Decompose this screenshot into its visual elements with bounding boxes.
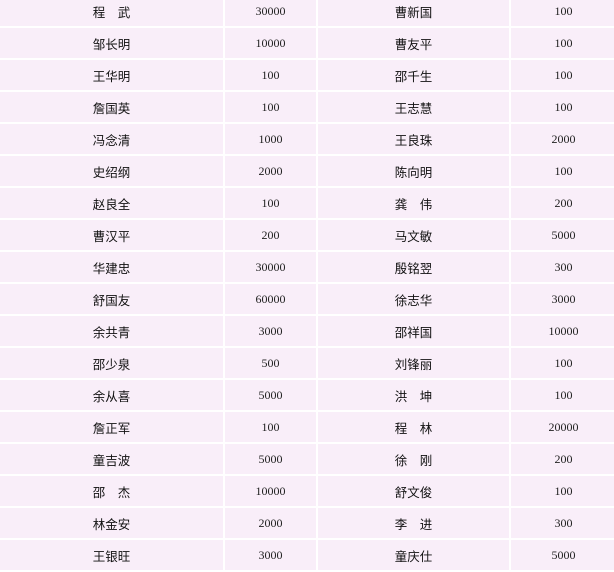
donor-name: 余从喜 xyxy=(0,380,223,410)
donor-name: 曹汉平 xyxy=(0,220,223,250)
donor-name: 洪 坤 xyxy=(318,380,509,410)
donor-name: 赵良全 xyxy=(0,188,223,218)
donor-name: 童吉波 xyxy=(0,444,223,474)
donation-amount: 100 xyxy=(225,188,316,218)
donor-name: 舒文俊 xyxy=(318,476,509,506)
donation-amount: 20000 xyxy=(511,412,614,442)
donation-amount: 100 xyxy=(225,60,316,90)
donation-amount: 3000 xyxy=(511,284,614,314)
donation-amount: 200 xyxy=(225,220,316,250)
donor-name: 邵千生 xyxy=(318,60,509,90)
donation-amount: 100 xyxy=(511,156,614,186)
donor-name: 徐志华 xyxy=(318,284,509,314)
donor-name: 程 林 xyxy=(318,412,509,442)
donor-name: 殷铭翌 xyxy=(318,252,509,282)
donation-amount: 5000 xyxy=(511,220,614,250)
donor-name: 王志慧 xyxy=(318,92,509,122)
donation-amount: 60000 xyxy=(225,284,316,314)
donation-amount: 100 xyxy=(511,348,614,378)
donation-amount: 100 xyxy=(511,92,614,122)
donation-amount: 200 xyxy=(511,188,614,218)
donation-amount: 500 xyxy=(225,348,316,378)
donation-amount: 100 xyxy=(511,28,614,58)
donor-name: 余共青 xyxy=(0,316,223,346)
donor-name: 王良珠 xyxy=(318,124,509,154)
donation-amount: 100 xyxy=(511,60,614,90)
donor-name: 陈向明 xyxy=(318,156,509,186)
donation-amount: 100 xyxy=(225,92,316,122)
donor-name: 邵少泉 xyxy=(0,348,223,378)
donation-amount: 10000 xyxy=(225,476,316,506)
donor-name: 程 武 xyxy=(0,0,223,26)
donation-amount: 5000 xyxy=(225,444,316,474)
donor-name: 史绍纲 xyxy=(0,156,223,186)
donor-name: 徐 刚 xyxy=(318,444,509,474)
donor-name: 冯念清 xyxy=(0,124,223,154)
donor-name: 华建忠 xyxy=(0,252,223,282)
donor-name: 李 进 xyxy=(318,508,509,538)
donation-amount: 200 xyxy=(511,444,614,474)
donation-amount: 1000 xyxy=(225,124,316,154)
donor-name: 曹新国 xyxy=(318,0,509,26)
donation-amount: 5000 xyxy=(225,380,316,410)
donation-amount: 300 xyxy=(511,508,614,538)
donation-amount: 2000 xyxy=(511,124,614,154)
donor-name: 王华明 xyxy=(0,60,223,90)
donation-amount: 100 xyxy=(511,476,614,506)
donor-name: 邵祥国 xyxy=(318,316,509,346)
donation-amount: 5000 xyxy=(511,540,614,570)
donation-amount: 3000 xyxy=(225,540,316,570)
donation-amount: 2000 xyxy=(225,156,316,186)
donation-amount: 3000 xyxy=(225,316,316,346)
donation-amount: 100 xyxy=(225,412,316,442)
donor-name: 王银旺 xyxy=(0,540,223,570)
donor-name: 曹友平 xyxy=(318,28,509,58)
donor-name: 詹国英 xyxy=(0,92,223,122)
donor-name: 邹长明 xyxy=(0,28,223,58)
donation-amount: 10000 xyxy=(511,316,614,346)
donation-amount: 100 xyxy=(511,0,614,26)
donor-name: 刘锋丽 xyxy=(318,348,509,378)
donor-name: 林金安 xyxy=(0,508,223,538)
donor-name: 马文敏 xyxy=(318,220,509,250)
donor-name: 詹正军 xyxy=(0,412,223,442)
donation-amount: 2000 xyxy=(225,508,316,538)
donation-amount: 100 xyxy=(511,380,614,410)
donor-name: 舒国友 xyxy=(0,284,223,314)
donor-name: 童庆仕 xyxy=(318,540,509,570)
donation-amount: 30000 xyxy=(225,0,316,26)
donation-amount: 10000 xyxy=(225,28,316,58)
donation-amount: 30000 xyxy=(225,252,316,282)
donor-name: 龚 伟 xyxy=(318,188,509,218)
donor-name: 邵 杰 xyxy=(0,476,223,506)
donation-amount: 300 xyxy=(511,252,614,282)
